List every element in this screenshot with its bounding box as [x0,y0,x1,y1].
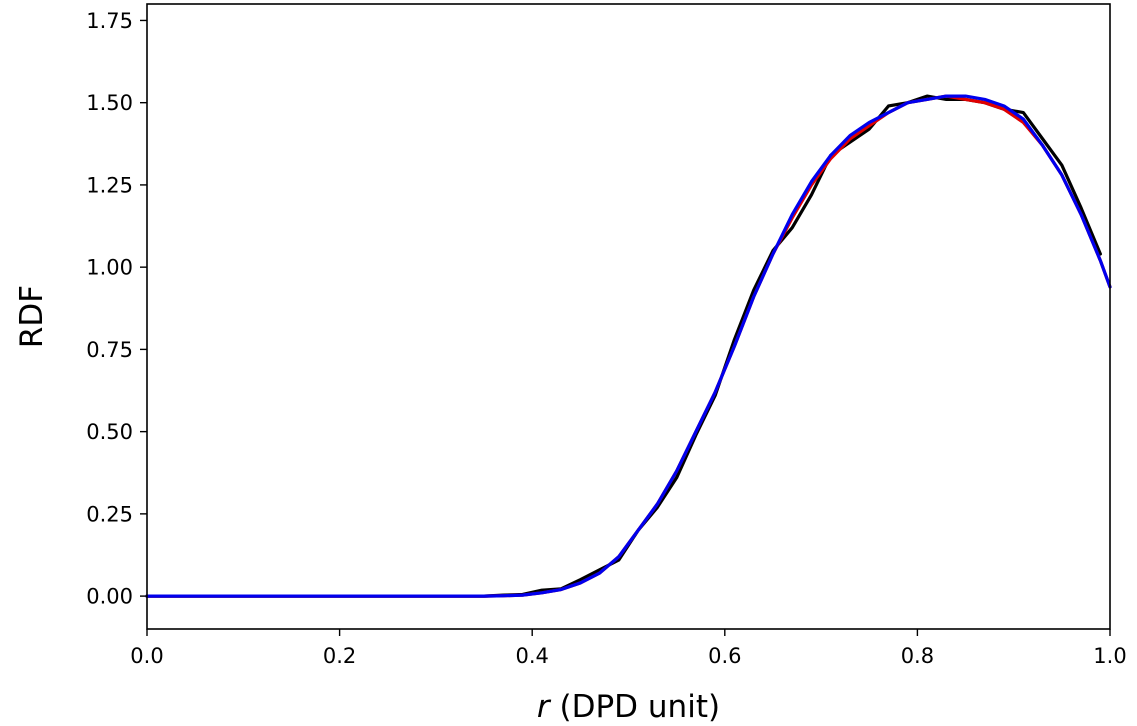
x-tick-label: 0.2 [323,644,356,668]
x-tick-label: 0.0 [130,644,163,668]
series-layer [145,94,1112,598]
y-axis-ticks: 0.00 0.25 0.50 0.75 1.00 1.25 1.50 1.75 [86,9,147,609]
series-0-line [145,94,1102,598]
plot-frame [146,3,1111,630]
x-tick-label: 0.6 [708,644,741,668]
y-tick-label: 1.50 [86,91,133,115]
y-tick-label: 1.75 [86,9,133,33]
x-axis-title: r (DPD unit) [537,689,720,725]
y-tick-label: 0.75 [86,338,133,362]
y-tick-label: 1.25 [86,173,133,197]
x-axis-variable: r [537,689,552,725]
x-tick-label: 0.4 [515,644,548,668]
y-tick-label: 0.50 [86,420,133,444]
y-tick-label: 1.00 [86,256,133,280]
series-1-line [145,94,1112,598]
x-axis-unit: (DPD unit) [550,689,720,725]
y-axis-title: RDF [14,285,50,348]
x-tick-label: 1.0 [1093,644,1126,668]
series-2-line [145,94,1112,598]
y-tick-label: 0.25 [86,502,133,526]
x-tick-label: 0.8 [901,644,934,668]
x-axis-ticks: 0.0 0.2 0.4 0.6 0.8 1.0 [130,629,1127,668]
y-tick-label: 0.00 [86,585,133,609]
